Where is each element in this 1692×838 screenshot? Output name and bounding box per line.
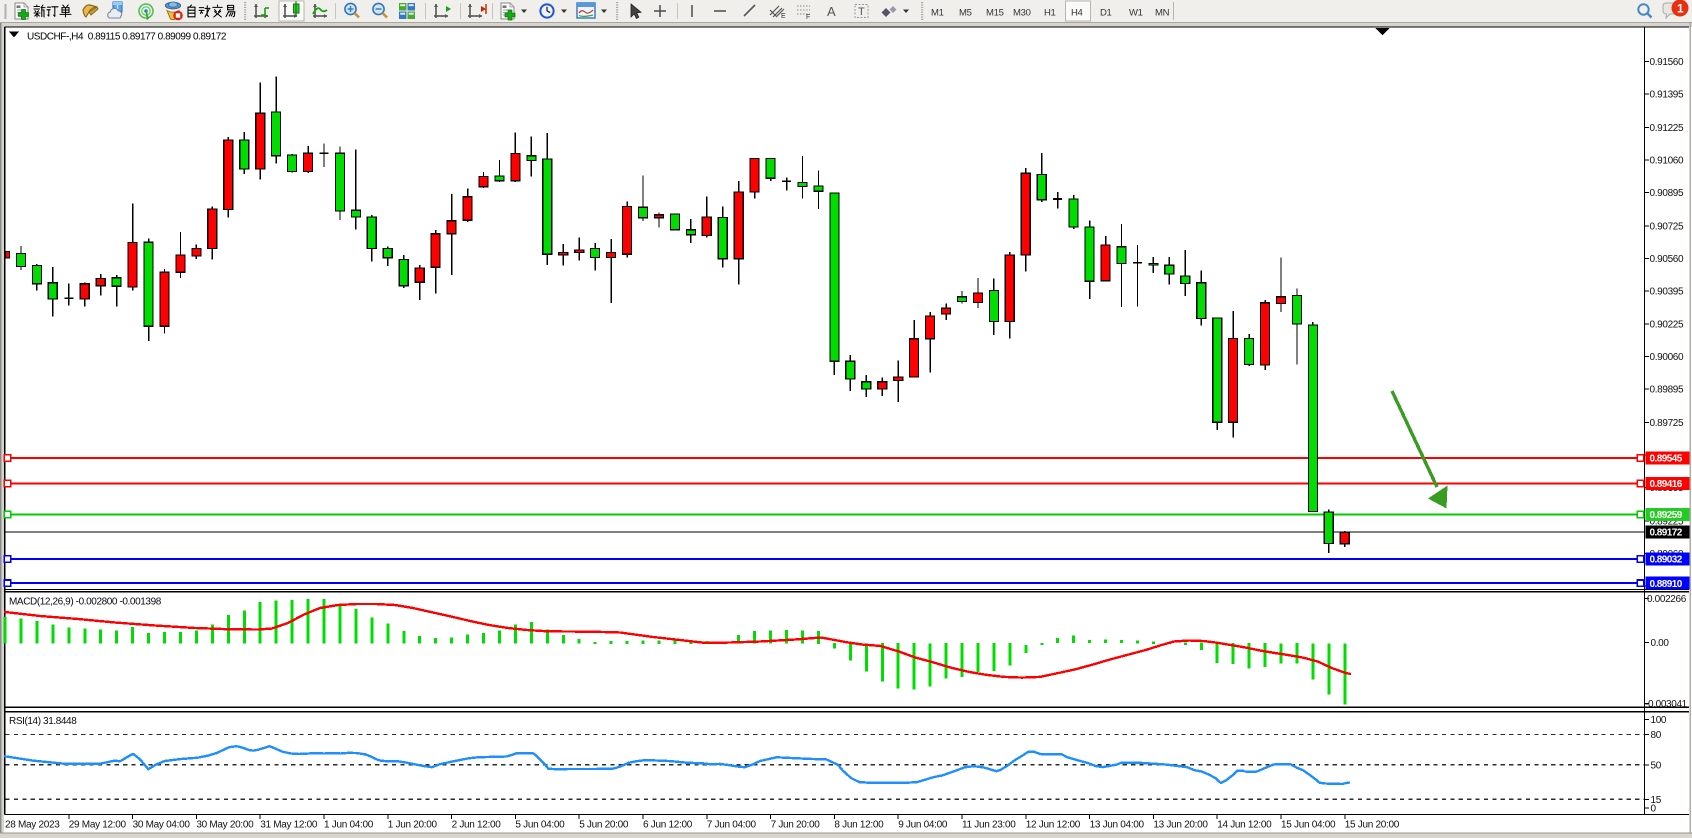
svg-text:0.90560: 0.90560: [1650, 254, 1684, 265]
svg-text:1: 1: [1677, 2, 1684, 16]
svg-text:-0.003041: -0.003041: [1645, 699, 1688, 710]
svg-text:7 Jun 04:00: 7 Jun 04:00: [707, 820, 757, 831]
svg-text:M5: M5: [959, 8, 972, 19]
svg-text:A: A: [827, 4, 836, 19]
svg-text:2 Jun 12:00: 2 Jun 12:00: [452, 820, 502, 831]
svg-text:28 May 2023: 28 May 2023: [5, 820, 60, 831]
svg-text:0.91395: 0.91395: [1650, 89, 1684, 100]
svg-text:D1: D1: [1100, 8, 1112, 19]
svg-text:7 Jun 20:00: 7 Jun 20:00: [771, 820, 821, 831]
svg-text:0: 0: [1651, 803, 1657, 814]
svg-text:1 Jun 20:00: 1 Jun 20:00: [388, 820, 438, 831]
svg-text:H1: H1: [1044, 8, 1056, 19]
svg-text:MN: MN: [1155, 8, 1170, 19]
svg-text:0.002266: 0.002266: [1647, 594, 1687, 605]
svg-text:0.88910: 0.88910: [1650, 579, 1683, 590]
svg-text:0.00: 0.00: [1651, 638, 1670, 649]
svg-text:0.89895: 0.89895: [1650, 385, 1684, 396]
svg-text:5 Jun 04:00: 5 Jun 04:00: [515, 820, 565, 831]
svg-text:0.90895: 0.90895: [1650, 188, 1684, 199]
svg-text:6 Jun 12:00: 6 Jun 12:00: [643, 820, 693, 831]
svg-text:8 Jun 12:00: 8 Jun 12:00: [834, 820, 884, 831]
svg-text:1 Jun 04:00: 1 Jun 04:00: [324, 820, 374, 831]
svg-text:0.91560: 0.91560: [1650, 57, 1684, 68]
svg-text:15 Jun 20:00: 15 Jun 20:00: [1345, 820, 1400, 831]
svg-text:H4: H4: [1071, 8, 1083, 19]
svg-text:USDCHF-,H4 0.89115 0.89177 0.: USDCHF-,H4 0.89115 0.89177 0.89099 0.891…: [27, 32, 227, 43]
svg-text:5 Jun 20:00: 5 Jun 20:00: [579, 820, 629, 831]
svg-text:31 May 12:00: 31 May 12:00: [260, 820, 318, 831]
svg-text:9 Jun 04:00: 9 Jun 04:00: [898, 820, 948, 831]
svg-text:0.89416: 0.89416: [1650, 479, 1683, 490]
svg-text:W1: W1: [1129, 8, 1143, 19]
svg-text:30 May 04:00: 30 May 04:00: [133, 820, 191, 831]
svg-text:0.89172: 0.89172: [1650, 528, 1683, 539]
svg-text:0.90725: 0.90725: [1650, 221, 1684, 232]
svg-text:12 Jun 12:00: 12 Jun 12:00: [1026, 820, 1081, 831]
svg-text:30 May 20:00: 30 May 20:00: [196, 820, 254, 831]
svg-text:11 Jun 23:00: 11 Jun 23:00: [962, 820, 1016, 831]
svg-text:0.90225: 0.90225: [1650, 320, 1684, 331]
svg-text:0.89225: 0.89225: [1650, 517, 1684, 528]
svg-text:0.89032: 0.89032: [1650, 555, 1683, 566]
svg-text:0.89545: 0.89545: [1650, 454, 1683, 465]
svg-text:F: F: [806, 14, 810, 21]
svg-text:MACD(12,26,9) -0.002800 -0.001: MACD(12,26,9) -0.002800 -0.001398: [9, 597, 162, 608]
svg-text:50: 50: [1651, 760, 1662, 771]
svg-text:0.89725: 0.89725: [1650, 418, 1684, 429]
svg-text:0.91060: 0.91060: [1650, 155, 1684, 166]
svg-text:RSI(14) 31.8448: RSI(14) 31.8448: [9, 716, 77, 727]
svg-text:15 Jun 04:00: 15 Jun 04:00: [1281, 820, 1336, 831]
svg-text:15: 15: [1651, 795, 1662, 806]
svg-text:0.90060: 0.90060: [1650, 352, 1684, 363]
svg-text:80: 80: [1651, 730, 1662, 741]
svg-text:M30: M30: [1013, 8, 1031, 19]
svg-text:29 May 12:00: 29 May 12:00: [69, 820, 127, 831]
svg-text:T: T: [858, 6, 865, 18]
svg-text:13 Jun 20:00: 13 Jun 20:00: [1153, 820, 1208, 831]
svg-text:M15: M15: [986, 8, 1004, 19]
svg-text:13 Jun 04:00: 13 Jun 04:00: [1090, 820, 1145, 831]
svg-text:E: E: [781, 13, 786, 20]
svg-text:100: 100: [1651, 715, 1667, 726]
svg-text:14 Jun 12:00: 14 Jun 12:00: [1217, 820, 1272, 831]
svg-text:0.91225: 0.91225: [1650, 123, 1684, 134]
svg-text:M1: M1: [931, 8, 944, 19]
svg-text:0.89259: 0.89259: [1650, 510, 1683, 521]
svg-text:0.90395: 0.90395: [1650, 286, 1684, 297]
